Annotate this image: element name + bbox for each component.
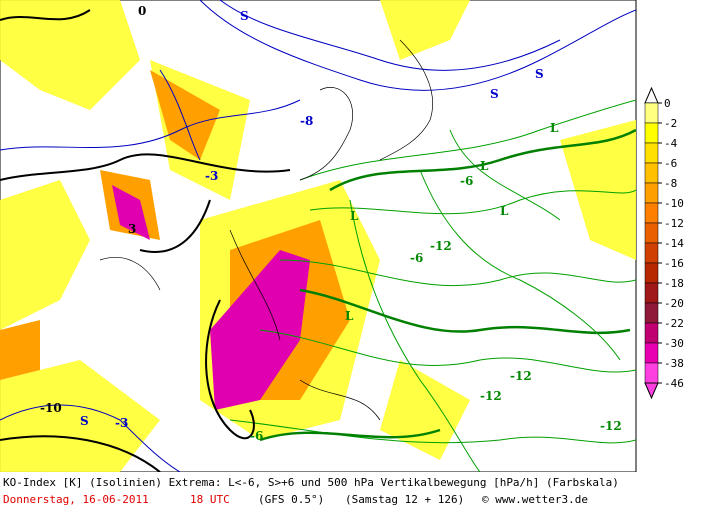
colorbar-swatch xyxy=(644,242,659,264)
black-contours xyxy=(0,9,291,473)
map-label: L xyxy=(345,309,354,323)
colorbar-swatch xyxy=(644,182,659,204)
colorbar-label: -6 xyxy=(664,157,677,170)
footer-date: Donnerstag, 16-06-2011 xyxy=(3,493,149,506)
footer-time: 18 UTC xyxy=(190,493,230,506)
colorbar-label: -20 xyxy=(664,297,684,310)
map-label: S xyxy=(240,9,249,23)
colorbar-label: 0 xyxy=(664,97,671,110)
colorbar-label: -8 xyxy=(664,177,677,190)
colorbar-label: -16 xyxy=(664,257,684,270)
colorbar-swatch xyxy=(644,322,659,344)
colorbar-label: -4 xyxy=(664,137,678,150)
map-label: L xyxy=(350,209,359,223)
colorbar-swatch xyxy=(644,102,659,124)
map-label: -12 xyxy=(480,389,502,403)
colorbar-swatch xyxy=(644,202,659,224)
colorbar-label: -18 xyxy=(664,277,684,290)
colorbar-swatch xyxy=(644,362,659,384)
footer: KO-Index [K] (Isolinien) Extrema: L<-6, … xyxy=(0,472,704,513)
footer-run: (Samstag 12 + 126) xyxy=(345,493,464,506)
coastlines xyxy=(99,39,433,421)
footer-background xyxy=(0,472,704,513)
map-label: L xyxy=(550,121,559,135)
colorbar-label: -38 xyxy=(664,357,684,370)
colorbar-label: -22 xyxy=(664,317,684,330)
footer-description: KO-Index [K] (Isolinien) Extrema: L<-6, … xyxy=(3,476,619,489)
colorbar-swatch xyxy=(644,342,659,364)
map-label: -12 xyxy=(430,239,452,253)
map-label: S xyxy=(80,414,89,428)
colorbar-label: -10 xyxy=(664,197,684,210)
colorbar-label: -46 xyxy=(664,377,684,390)
colorbar-swatch xyxy=(644,142,659,164)
map-label: S xyxy=(535,67,544,81)
map-label: L xyxy=(480,159,489,173)
colorbar-swatch xyxy=(644,282,659,304)
map-label: -12 xyxy=(600,419,622,433)
colorbar-swatch xyxy=(644,302,659,324)
footer-credit: © www.wetter3.de xyxy=(482,493,588,506)
map-label: S xyxy=(490,87,499,101)
colorbar-label: -30 xyxy=(664,337,684,350)
map: S S S S L L L L L -6 -6 -6 -12 -12 -12 -3 3 0 -10 -3 -8 -12 xyxy=(0,0,637,473)
map-label: 0 xyxy=(138,4,146,18)
colorbar-swatch xyxy=(644,162,659,184)
green-contours xyxy=(229,99,637,473)
colorbar-bottom-arrow xyxy=(644,382,659,400)
colorbar: 0 -2 -4 -6 -8 -10 -12 -14 -16 -18 -20 -22 -30 -38 -46 xyxy=(644,86,684,400)
map-label: -6 xyxy=(250,429,263,443)
colorbar-swatch xyxy=(644,222,659,244)
map-label: -6 xyxy=(410,251,423,265)
map-label: -8 xyxy=(300,114,313,128)
map-label: 3 xyxy=(128,222,136,236)
colorbar-swatch xyxy=(644,262,659,284)
colorbar-label: -2 xyxy=(664,117,677,130)
map-label: -3 xyxy=(115,416,128,430)
map-label: -6 xyxy=(460,174,473,188)
map-labels: S S S S L L L L L -6 -6 -6 -12 -12 -12 -3 3 0 -10 -3 -8 -12 xyxy=(40,4,622,443)
colorbar-label: -12 xyxy=(664,217,684,230)
map-label: -10 xyxy=(40,401,62,415)
map-label: -3 xyxy=(205,169,218,183)
map-label: L xyxy=(500,204,509,218)
blue-contours xyxy=(0,0,637,473)
colorbar-swatch xyxy=(644,122,659,144)
colorbar-label: -14 xyxy=(664,237,684,250)
green-thick-contours xyxy=(259,128,637,442)
footer-model: (GFS 0.5°) xyxy=(258,493,324,506)
map-label: -12 xyxy=(510,369,532,383)
